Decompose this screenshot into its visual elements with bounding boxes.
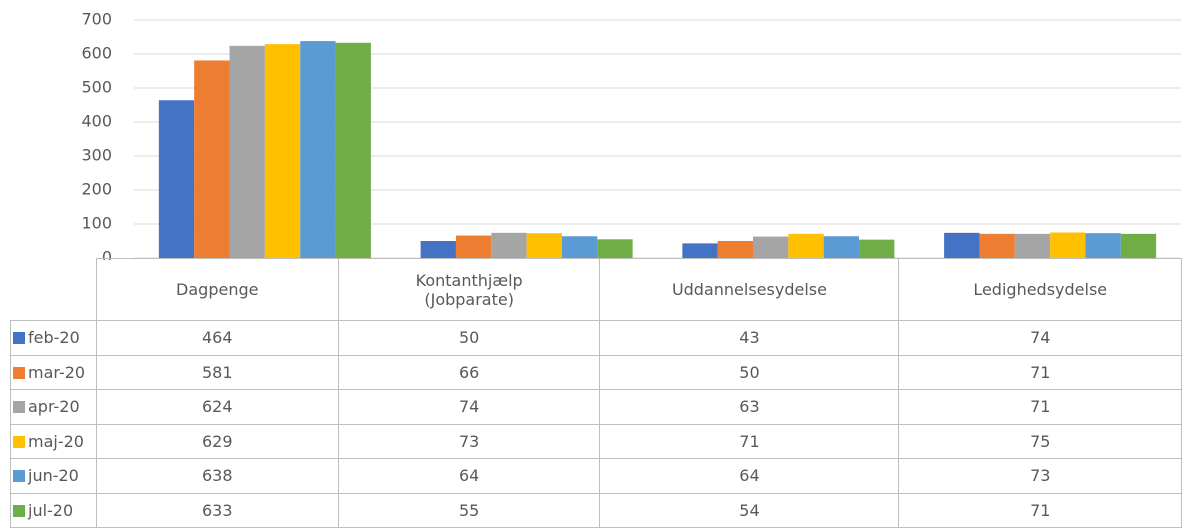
bar bbox=[491, 232, 527, 258]
category-label: Uddannelsesydelse bbox=[599, 258, 900, 321]
bar bbox=[717, 241, 754, 258]
value-cell: 55 bbox=[337, 492, 601, 528]
legend-label: apr-20 bbox=[28, 397, 80, 417]
series-row: feb-20 464 50 43 74 bbox=[10, 320, 1182, 356]
bar bbox=[597, 239, 633, 258]
legend-entry: mar-20 bbox=[10, 354, 97, 390]
value-cell: 50 bbox=[337, 320, 601, 356]
legend-entry: jun-20 bbox=[10, 458, 97, 494]
bar bbox=[561, 236, 598, 258]
legend-label: feb-20 bbox=[28, 328, 80, 348]
legend-swatch bbox=[13, 332, 25, 345]
y-tick-label: 300 bbox=[81, 146, 112, 165]
value-cell: 71 bbox=[898, 354, 1182, 390]
bar bbox=[753, 236, 789, 258]
header-row: Dagpenge Kontanthjælp (Jobparate) Uddannel… bbox=[10, 258, 1182, 321]
bar bbox=[979, 233, 1015, 258]
bar bbox=[455, 235, 492, 258]
bar bbox=[194, 60, 230, 259]
legend-swatch bbox=[13, 366, 25, 379]
bar bbox=[944, 232, 980, 258]
bar bbox=[420, 241, 456, 258]
category-label: Kontanthjælp (Jobparate) bbox=[337, 258, 601, 321]
value-cell: 624 bbox=[95, 389, 339, 425]
y-tick-label: 500 bbox=[81, 78, 112, 97]
value-cell: 633 bbox=[95, 492, 339, 528]
y-tick-label: 0 bbox=[102, 248, 112, 261]
value-cell: 54 bbox=[599, 492, 900, 528]
bar bbox=[1120, 233, 1157, 258]
bar bbox=[823, 236, 860, 258]
plot: 0 100 200 300 400 500 600 700 bbox=[81, 10, 1181, 261]
corner-cell bbox=[10, 258, 97, 321]
series-row: apr-20 624 74 63 71 bbox=[10, 389, 1182, 425]
value-cell: 464 bbox=[95, 320, 339, 356]
bar bbox=[788, 233, 824, 258]
y-tick-label: 600 bbox=[81, 44, 112, 63]
value-cell: 71 bbox=[898, 492, 1182, 528]
bar bbox=[1050, 232, 1086, 258]
value-cell: 638 bbox=[95, 458, 339, 494]
bar bbox=[1014, 233, 1051, 258]
bar bbox=[300, 41, 336, 258]
legend-label: maj-20 bbox=[28, 431, 84, 451]
legend-entry: jul-20 bbox=[10, 492, 97, 528]
bar bbox=[526, 233, 562, 258]
legend-label: jun-20 bbox=[28, 466, 79, 486]
value-cell: 66 bbox=[337, 354, 601, 390]
y-tick-label: 200 bbox=[81, 180, 112, 199]
value-cell: 73 bbox=[898, 458, 1182, 494]
legend-swatch bbox=[13, 470, 25, 483]
value-cell: 63 bbox=[599, 389, 900, 425]
value-cell: 73 bbox=[337, 423, 601, 459]
bar bbox=[264, 44, 301, 258]
series-row: jun-20 638 64 64 73 bbox=[10, 458, 1182, 494]
value-cell: 71 bbox=[898, 389, 1182, 425]
y-tick-label: 700 bbox=[81, 10, 112, 29]
bar bbox=[158, 100, 195, 259]
category-label: Ledighedsydelse bbox=[898, 258, 1182, 321]
bar bbox=[229, 45, 265, 259]
series-row: mar-20 581 66 50 71 bbox=[10, 354, 1182, 390]
value-cell: 43 bbox=[599, 320, 900, 356]
series-row: jul-20 633 55 54 71 bbox=[10, 492, 1182, 528]
data-table: Dagpenge Kontanthjælp (Jobparate) Uddannel… bbox=[10, 258, 1182, 528]
bar bbox=[1085, 233, 1121, 258]
value-cell: 629 bbox=[95, 423, 339, 459]
value-cell: 74 bbox=[337, 389, 601, 425]
value-cell: 74 bbox=[898, 320, 1182, 356]
category-label: Dagpenge bbox=[95, 258, 339, 321]
legend-entry: apr-20 bbox=[10, 389, 97, 425]
value-cell: 64 bbox=[599, 458, 900, 494]
value-cell: 71 bbox=[599, 423, 900, 459]
bar bbox=[335, 42, 371, 258]
series-row: maj-20 629 73 71 75 bbox=[10, 423, 1182, 459]
y-tick-label: 400 bbox=[81, 112, 112, 131]
legend-swatch bbox=[13, 504, 25, 517]
legend-label: jul-20 bbox=[28, 500, 74, 520]
value-cell: 75 bbox=[898, 423, 1182, 459]
legend-label: mar-20 bbox=[28, 362, 86, 382]
value-cell: 581 bbox=[95, 354, 339, 390]
y-tick-label: 100 bbox=[81, 214, 112, 233]
bar bbox=[859, 239, 895, 258]
bar bbox=[682, 243, 718, 258]
legend-swatch bbox=[13, 435, 25, 448]
value-cell: 50 bbox=[599, 354, 900, 390]
legend-entry: maj-20 bbox=[10, 423, 97, 459]
legend-swatch bbox=[13, 401, 25, 414]
value-cell: 64 bbox=[337, 458, 601, 494]
legend-entry: feb-20 bbox=[10, 320, 97, 356]
